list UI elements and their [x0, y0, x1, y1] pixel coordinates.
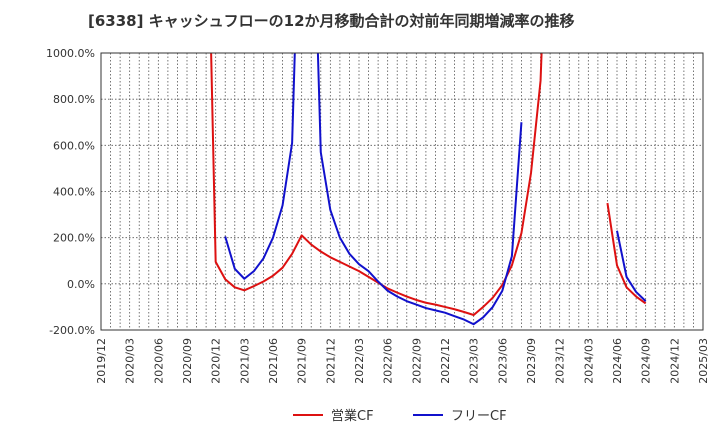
- x-tick-label: 2020/12: [210, 338, 223, 384]
- y-tick-label: -200.0%: [49, 324, 95, 337]
- plot-frame: [100, 52, 704, 331]
- legend-label: フリーCF: [451, 409, 507, 424]
- x-tick-label: 2024/12: [668, 338, 681, 384]
- x-tick-label: 2024/09: [640, 338, 653, 384]
- x-tick-label: 2020/06: [152, 338, 165, 384]
- x-tick-label: 2021/06: [267, 338, 280, 384]
- series-line-free-cf: [616, 230, 647, 302]
- y-tick-label: 1000.0%: [46, 47, 95, 60]
- x-tick-label: 2023/06: [496, 338, 509, 384]
- x-tick-label: 2022/09: [410, 338, 423, 384]
- x-tick-label: 2020/03: [124, 338, 137, 384]
- x-tick-label: 2024/06: [611, 338, 624, 384]
- x-tick-label: 2021/03: [238, 338, 251, 384]
- y-tick-label: 400.0%: [53, 186, 95, 199]
- x-tick-label: 2024/03: [582, 338, 595, 384]
- grid-layer: [101, 53, 703, 330]
- x-tick-label: 2021/09: [296, 338, 309, 384]
- x-tick-label: 2023/03: [468, 338, 481, 384]
- x-tick-label: 2025/03: [697, 338, 710, 384]
- x-tick-label: 2019/12: [95, 338, 108, 384]
- y-tick-label: 0.0%: [67, 278, 95, 291]
- x-tick-label: 2022/06: [382, 338, 395, 384]
- y-tick-label: 200.0%: [53, 232, 95, 245]
- x-axis-ticks: 2019/12 2020/03 2020/06 2020/09 2020/12 2021/…: [95, 338, 710, 384]
- x-tick-label: 2021/12: [324, 338, 337, 384]
- legend-label: 営業CF: [331, 408, 374, 424]
- y-tick-label: 800.0%: [53, 93, 95, 106]
- x-tick-label: 2020/09: [181, 338, 194, 384]
- series-line-free-cf: [224, 53, 523, 326]
- y-tick-label: 600.0%: [53, 139, 95, 152]
- chart-title: [6338] キャッシュフローの12か月移動合計の対前年同期増減率の推移: [88, 12, 575, 30]
- legend: 営業CF フリーCF: [293, 408, 507, 424]
- x-tick-label: 2022/03: [353, 338, 366, 384]
- x-tick-label: 2023/12: [554, 338, 567, 384]
- series-layer: [210, 53, 647, 326]
- series-line-operating-cf: [606, 202, 647, 305]
- x-tick-label: 2023/09: [525, 338, 538, 384]
- y-axis-ticks: -200.0% 0.0% 200.0% 400.0% 600.0% 800.0% 1000.…: [46, 47, 95, 337]
- x-tick-label: 2022/12: [439, 338, 452, 384]
